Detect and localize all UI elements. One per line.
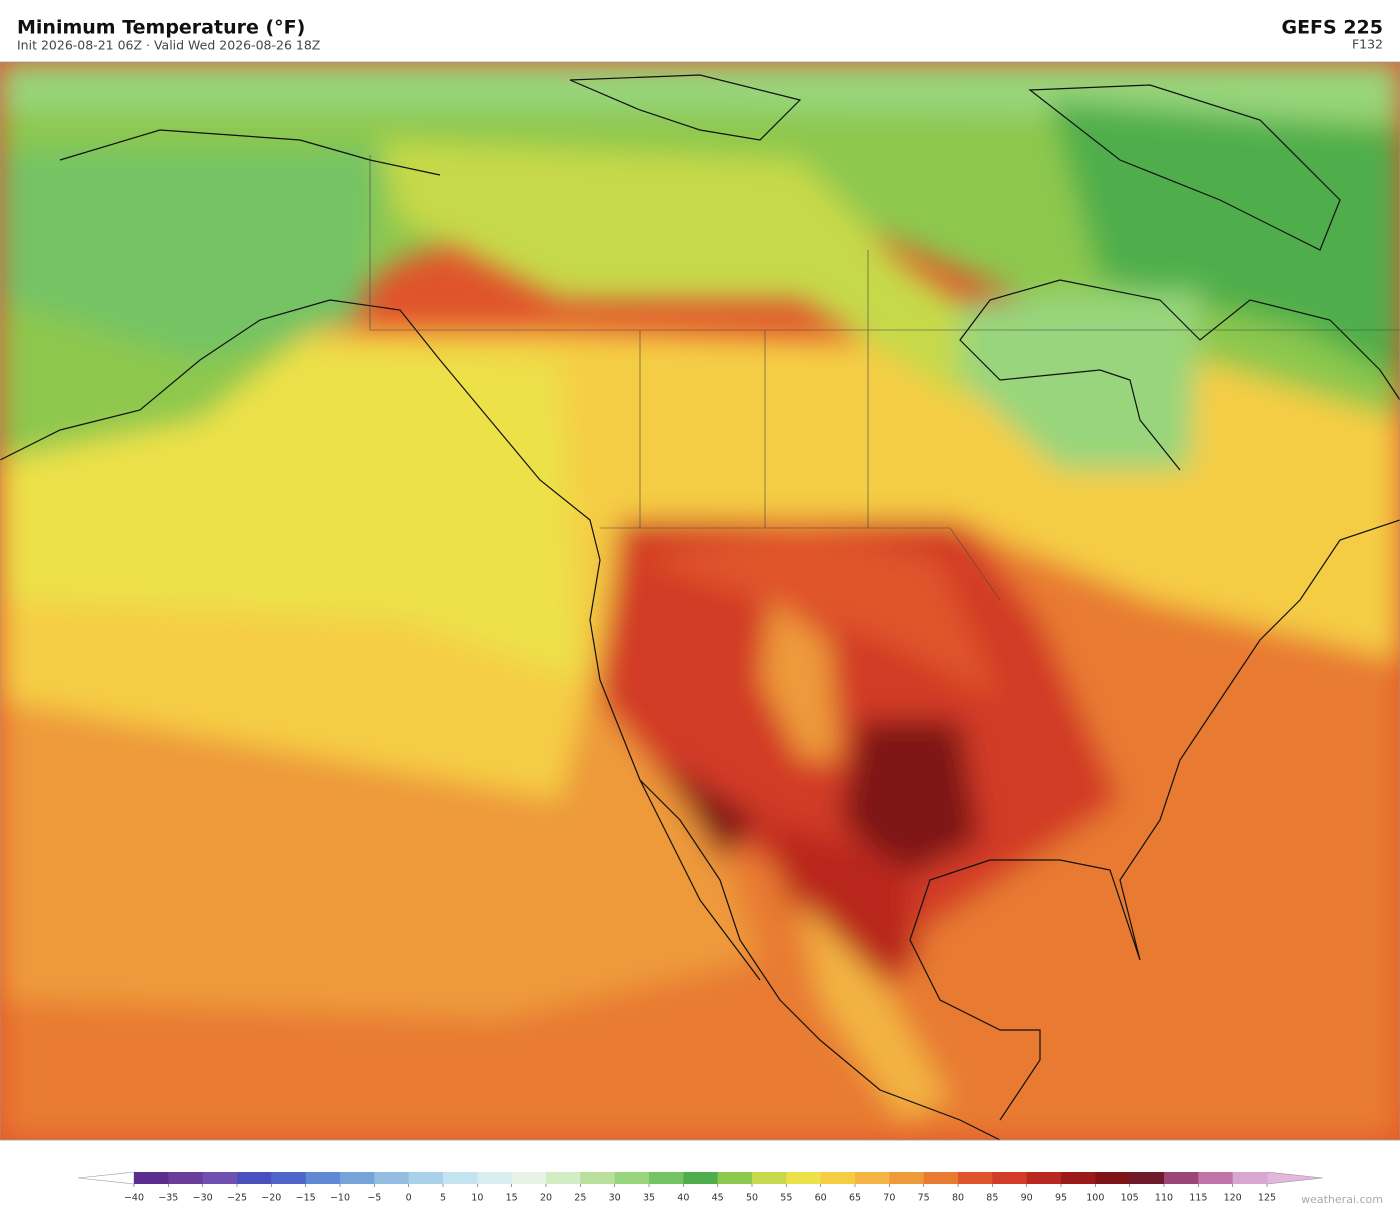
colorbar-tick-label: 25	[574, 1193, 586, 1204]
colorbar-tick-label: 95	[1055, 1193, 1067, 1204]
colorbar-tick-label: 70	[883, 1193, 895, 1204]
colorbar-bin	[1061, 1172, 1096, 1184]
colorbar-tick-label: −30	[193, 1193, 213, 1204]
brand: weatherai.com	[1301, 1193, 1383, 1206]
model-name: GEFS 225	[1281, 17, 1383, 39]
colorbar-tick-label: 10	[471, 1193, 483, 1204]
map-title: Minimum Temperature (°F)	[17, 17, 305, 39]
colorbar-tick-label: 5	[440, 1193, 446, 1204]
colorbar-bin	[889, 1172, 925, 1184]
colorbar-bin	[237, 1172, 272, 1184]
colorbar-tick-label: 65	[849, 1193, 861, 1204]
colorbar-bin	[1232, 1172, 1268, 1184]
colorbar-bin	[1026, 1172, 1062, 1184]
colorbar-tick-label: 55	[780, 1193, 792, 1204]
colorbar-bin	[340, 1172, 375, 1184]
colorbar-tick-label: 60	[815, 1193, 827, 1204]
colorbar-tick-label: 15	[506, 1193, 518, 1204]
colorbar-bin	[855, 1172, 890, 1184]
colorbar-bin	[820, 1172, 856, 1184]
colorbar-tick-label: 100	[1086, 1193, 1104, 1204]
colorbar-bin	[786, 1172, 822, 1184]
colorbar-bin	[580, 1172, 616, 1184]
map-frame	[0, 61, 1400, 1141]
colorbar-tick-label: 110	[1155, 1193, 1173, 1204]
colorbar-bin	[511, 1172, 547, 1184]
colorbar-tick-label: −5	[367, 1193, 381, 1204]
colorbar-tick-label: 45	[712, 1193, 724, 1204]
colorbar-tick-label: 75	[918, 1193, 930, 1204]
colorbar-bin	[717, 1172, 753, 1184]
colorbar-bin	[1095, 1172, 1131, 1184]
colorbar-bin	[477, 1172, 513, 1184]
colorbar-bin	[992, 1172, 1028, 1184]
colorbar: −40 −35 −30 −25 −20 −15 −10 −5 0 5 10 15 20 25 30 35 40 4…	[77, 1171, 1324, 1204]
colorbar-tick-label: −15	[296, 1193, 316, 1204]
colorbar-bin	[271, 1172, 307, 1184]
colorbar-tick-label: 30	[609, 1193, 621, 1204]
colorbar-tick-label: 105	[1121, 1193, 1139, 1204]
colorbar-bin	[305, 1172, 341, 1184]
map-subtitle: Init 2026-08-21 06Z · Valid Wed 2026-08-…	[17, 38, 320, 53]
colorbar-tick-label: 85	[986, 1193, 998, 1204]
temperature-field	[0, 62, 1400, 1140]
colorbar-tick-label: −20	[261, 1193, 281, 1204]
colorbar-tick-label: 125	[1258, 1193, 1276, 1204]
colorbar-bin	[683, 1172, 719, 1184]
colorbar-tick-label: −40	[124, 1193, 144, 1204]
colorbar-bin	[958, 1172, 993, 1184]
colorbar-tick-label: 35	[643, 1193, 655, 1204]
colorbar-bin	[1198, 1172, 1234, 1184]
colorbar-bin	[1129, 1172, 1165, 1184]
colorbar-bin	[408, 1172, 444, 1184]
colorbar-bin	[202, 1172, 238, 1184]
colorbar-bin	[443, 1172, 478, 1184]
colorbar-bin	[923, 1172, 959, 1184]
colorbar-tick-label: −25	[227, 1193, 247, 1204]
colorbar-tick-label: 0	[406, 1193, 412, 1204]
colorbar-tick-label: 120	[1224, 1193, 1242, 1204]
colorbar-bin	[168, 1172, 204, 1184]
colorbar-bin	[134, 1172, 169, 1184]
colorbar-tick-label: 40	[677, 1193, 689, 1204]
colorbar-tick-label: −35	[158, 1193, 178, 1204]
colorbar-tick-label: 90	[1021, 1193, 1033, 1204]
colorbar-bin	[752, 1172, 787, 1184]
colorbar-tick-label: 115	[1189, 1193, 1207, 1204]
colorbar-bin	[546, 1172, 581, 1184]
colorbar-bin	[649, 1172, 684, 1184]
colorbar-bin	[374, 1172, 410, 1184]
colorbar-bin	[614, 1172, 650, 1184]
colorbar-tick-label: −10	[330, 1193, 350, 1204]
colorbar-tick-label: 20	[540, 1193, 552, 1204]
colorbar-tick-label: 50	[746, 1193, 758, 1204]
colorbar-bin	[1164, 1172, 1199, 1184]
colorbar-under	[77, 1171, 135, 1185]
forecast-hour: F132	[1352, 37, 1383, 52]
colorbar-over	[1266, 1171, 1324, 1185]
colorbar-tick-label: 80	[952, 1193, 964, 1204]
